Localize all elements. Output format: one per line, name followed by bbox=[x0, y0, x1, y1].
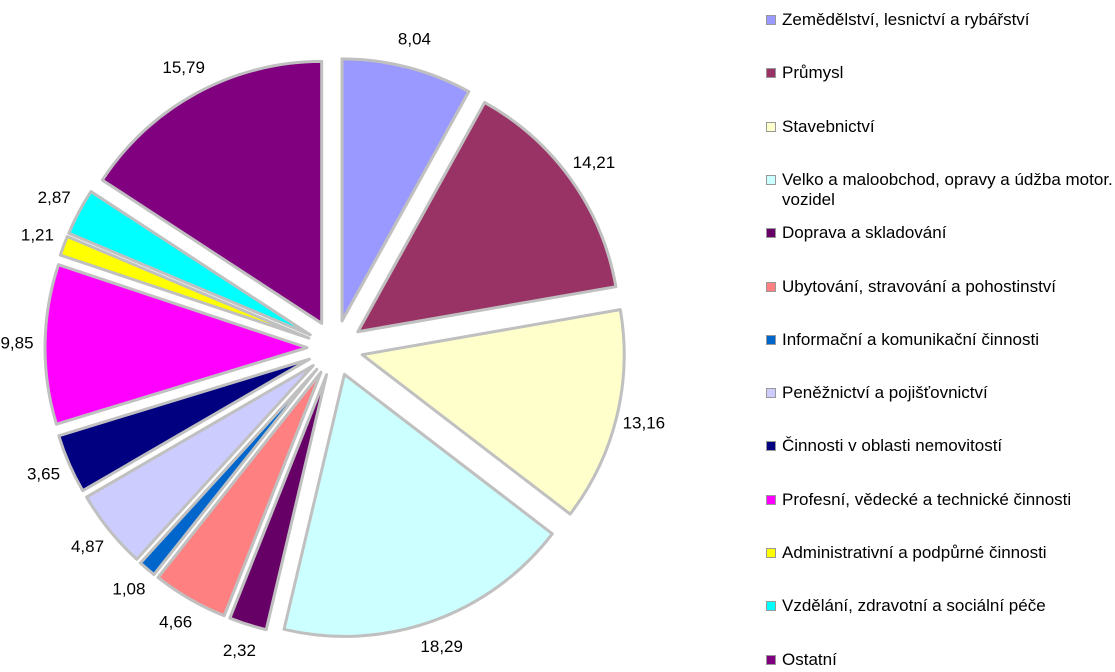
chart: 8,04 14,21 13,16 18,29 2,32 4,66 1,08 4,87 3,65 9… bbox=[0, 30, 666, 660]
legend-swatch bbox=[766, 121, 776, 132]
pie-slice bbox=[228, 373, 329, 632]
data-label: 15,79 bbox=[162, 58, 205, 77]
legend-swatch bbox=[766, 15, 776, 25]
legend-swatch bbox=[766, 654, 776, 665]
legend-swatch bbox=[766, 281, 776, 292]
legend-label: Doprava a skladování bbox=[782, 223, 947, 243]
pie-slice bbox=[43, 263, 309, 426]
legend-entry: Doprava a skladování bbox=[764, 223, 1114, 243]
legend-entry: Stavebnictví bbox=[764, 117, 1114, 137]
legend-label: Stavebnictví bbox=[782, 116, 875, 136]
legend-entry: Informační a komunikační činnosti bbox=[764, 330, 1114, 350]
legend-swatch bbox=[766, 174, 776, 185]
legend-swatch bbox=[766, 601, 776, 612]
data-label: 4,66 bbox=[159, 613, 192, 632]
data-label: 14,21 bbox=[573, 153, 616, 172]
data-label: 13,16 bbox=[623, 413, 666, 432]
pie-slice bbox=[57, 357, 311, 493]
pie-slice bbox=[67, 190, 312, 337]
legend-swatch bbox=[766, 228, 776, 239]
pie-slice bbox=[58, 234, 311, 340]
legend-label: Průmysl bbox=[782, 63, 844, 83]
pie-slice bbox=[85, 364, 315, 561]
data-label: 4,87 bbox=[71, 537, 104, 556]
legend-label: Ubytování, stravování a pohostinství bbox=[782, 276, 1057, 296]
legend-label: Informační a komunikační činnosti bbox=[782, 329, 1040, 349]
legend-entry: Činnosti v oblasti nemovitostí bbox=[764, 436, 1114, 456]
data-label: 2,87 bbox=[38, 188, 71, 207]
pie-slice bbox=[138, 367, 319, 577]
legend-label: Profesní, vědecké a technické činnosti bbox=[782, 489, 1072, 509]
data-label: 9,85 bbox=[0, 333, 33, 352]
legend-entry: Zemědělství, lesnictví a rybářství bbox=[764, 10, 1114, 30]
legend-entry: Průmysl bbox=[764, 63, 1114, 83]
legend-label: Činnosti v oblasti nemovitostí bbox=[782, 436, 1003, 456]
pie-slice bbox=[282, 372, 554, 638]
legend-swatch bbox=[766, 334, 776, 345]
data-label: 3,65 bbox=[27, 465, 60, 484]
legend-entry: Ubytování, stravování a pohostinství bbox=[764, 277, 1114, 297]
data-label: 1,21 bbox=[21, 225, 54, 244]
pie-slice bbox=[100, 59, 324, 325]
legend-swatch bbox=[766, 388, 776, 399]
legend-swatch bbox=[766, 548, 776, 558]
pie-slice bbox=[360, 308, 626, 516]
legend-entry: Administrativní a podpůrné činnosti bbox=[764, 543, 1114, 563]
legend-swatch bbox=[766, 494, 776, 505]
pie-slice bbox=[356, 100, 618, 334]
legend-label: Ostatní bbox=[782, 649, 837, 669]
data-label: 1,08 bbox=[112, 580, 145, 599]
data-label: 8,04 bbox=[398, 30, 431, 49]
legend-entry: Velko a maloobchod, opravy a údžba motor… bbox=[764, 170, 1114, 210]
legend-label: Zemědělství, lesnictví a rybářství bbox=[782, 10, 1030, 29]
legend-label: Vzdělání, zdravotní a sociální péče bbox=[782, 596, 1046, 616]
data-label: 2,32 bbox=[223, 641, 256, 660]
legend-swatch bbox=[766, 441, 776, 452]
legend-entry: Profesní, vědecké a technické činnosti bbox=[764, 490, 1114, 510]
legend-entry: Peněžnictví a pojišťovnictví bbox=[764, 383, 1114, 403]
legend-swatch bbox=[766, 68, 776, 79]
legend-entry: Vzdělání, zdravotní a sociální péče bbox=[764, 596, 1114, 616]
data-label: 18,29 bbox=[420, 637, 463, 656]
legend-label: Peněžnictví a pojišťovnictví bbox=[782, 383, 988, 403]
legend-label: Administrativní a podpůrné činnosti bbox=[782, 543, 1047, 562]
legend-label: Velko a maloobchod, opravy a údžba motor… bbox=[782, 169, 1113, 209]
pie-slice bbox=[156, 370, 323, 618]
legend-entry: Ostatní bbox=[764, 650, 1114, 670]
pie-slice bbox=[340, 57, 471, 323]
